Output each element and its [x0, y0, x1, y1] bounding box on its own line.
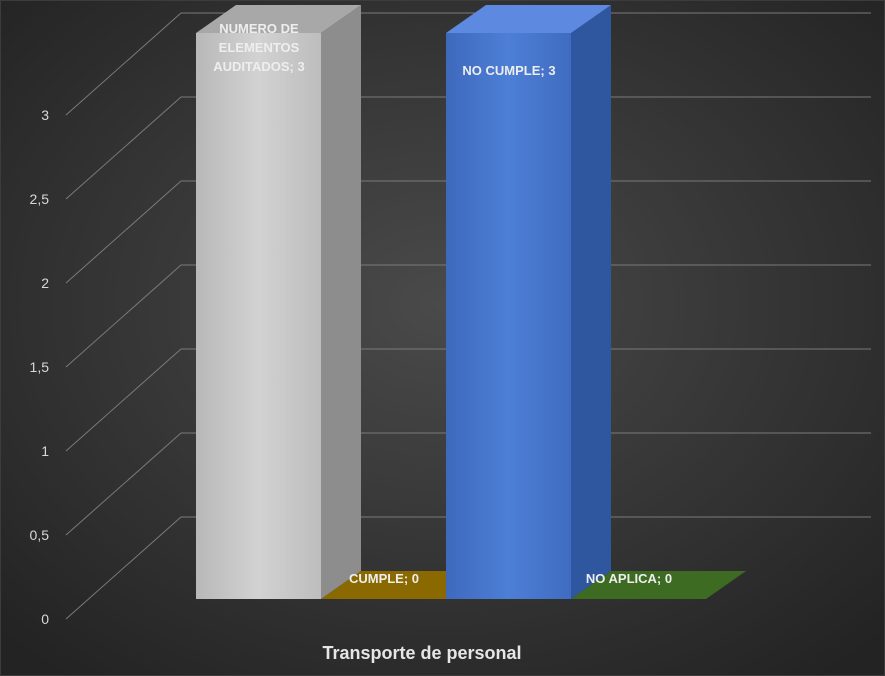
gridline	[65, 264, 871, 368]
data-label: NO APLICA; 0	[586, 571, 672, 586]
data-label-line: ELEMENTOS	[219, 40, 300, 55]
y-tick-label: 3	[41, 107, 49, 123]
bar	[571, 571, 746, 599]
gridline	[65, 516, 871, 620]
y-tick-label: 2	[41, 275, 49, 291]
data-label-line: AUDITADOS; 3	[213, 59, 304, 74]
gridline	[65, 12, 871, 116]
gridline	[65, 432, 871, 536]
data-labels: NUMERO DE ELEMENTOS AUDITADOS; 3 CUMPLE; 0 N…	[213, 21, 672, 586]
gridline	[65, 96, 871, 200]
y-tick-label: 2,5	[30, 191, 50, 207]
bar-top	[446, 5, 611, 33]
gridlines	[65, 12, 871, 620]
y-axis-ticks: 0 0,5 1 1,5 2 2,5 3	[30, 107, 50, 627]
gridline	[65, 180, 871, 284]
data-label-line: NO APLICA; 0	[586, 571, 672, 586]
bars	[196, 5, 746, 599]
bar	[196, 33, 321, 599]
data-label: NO CUMPLE; 3	[462, 63, 555, 78]
gridline	[65, 348, 871, 452]
bar-side	[571, 5, 611, 599]
bar-top	[196, 5, 361, 33]
y-tick-label: 0,5	[30, 527, 50, 543]
y-tick-label: 1	[41, 443, 49, 459]
data-label: NUMERO DE ELEMENTOS AUDITADOS; 3	[213, 21, 304, 74]
y-tick-label: 0	[41, 611, 49, 627]
bar-side	[321, 5, 361, 599]
data-label: CUMPLE; 0	[349, 571, 419, 586]
data-label-line: NO CUMPLE; 3	[462, 63, 555, 78]
y-tick-label: 1,5	[30, 359, 50, 375]
data-label-line: CUMPLE; 0	[349, 571, 419, 586]
category-label: Transporte de personal	[322, 643, 521, 663]
bar	[446, 33, 571, 599]
data-label-line: NUMERO DE	[219, 21, 299, 36]
